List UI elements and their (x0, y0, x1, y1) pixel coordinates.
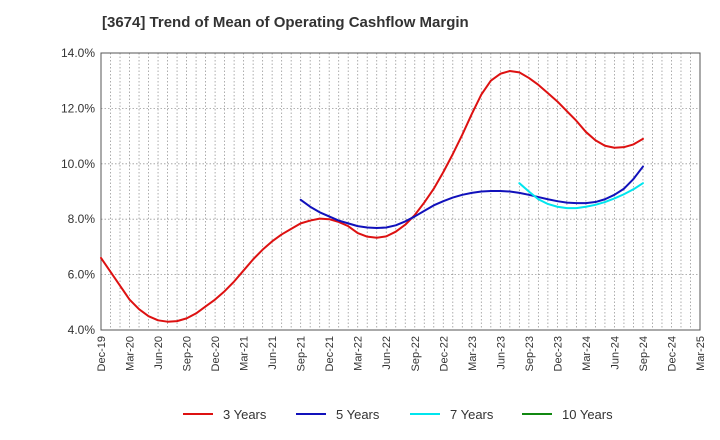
x-tick-label: Sep-24 (638, 336, 650, 371)
legend-label: 3 Years (223, 407, 267, 422)
plot-area (101, 53, 700, 330)
chart-title: [3674] Trend of Mean of Operating Cashfl… (102, 14, 469, 31)
x-tick-label: Mar-24 (581, 336, 593, 371)
x-tick-label: Mar-22 (353, 336, 365, 371)
x-tick-label: Dec-24 (666, 336, 678, 371)
x-tick-label: Jun-24 (609, 336, 621, 370)
x-tick-label: Sep-21 (296, 336, 308, 371)
x-tick-label: Jun-20 (153, 336, 165, 370)
x-tick-label: Sep-22 (410, 336, 422, 371)
x-tick-label: Mar-20 (125, 336, 137, 371)
y-tick-label: 10.0% (61, 157, 95, 171)
y-tick-label: 12.0% (61, 101, 95, 115)
x-tick-label: Jun-21 (267, 336, 279, 370)
x-tick-label: Jun-23 (495, 336, 507, 370)
x-tick-label: Dec-21 (324, 336, 336, 371)
x-tick-label: Mar-21 (239, 336, 251, 371)
x-tick-label: Jun-22 (381, 336, 393, 370)
legend-label: 5 Years (336, 407, 380, 422)
x-tick-label: Dec-19 (96, 336, 108, 371)
x-tick-label: Sep-20 (182, 336, 194, 371)
x-tick-label: Mar-23 (467, 336, 479, 371)
y-tick-label: 6.0% (68, 268, 96, 282)
legend-label: 7 Years (450, 407, 494, 422)
y-tick-label: 14.0% (61, 46, 95, 60)
series-line-7-years (518, 182, 644, 210)
series-line-3-years (100, 70, 644, 323)
x-tick-label: Sep-23 (524, 336, 536, 371)
x-tick-label: Dec-22 (438, 336, 450, 371)
x-tick-label: Dec-23 (552, 336, 564, 371)
series-line-5-years (299, 165, 644, 230)
y-tick-label: 8.0% (68, 212, 96, 226)
x-tick-label: Dec-20 (210, 336, 222, 371)
x-tick-label: Mar-25 (695, 336, 707, 371)
plot-border (100, 52, 701, 331)
y-tick-label: 4.0% (68, 323, 96, 337)
legend-label: 10 Years (562, 407, 613, 422)
